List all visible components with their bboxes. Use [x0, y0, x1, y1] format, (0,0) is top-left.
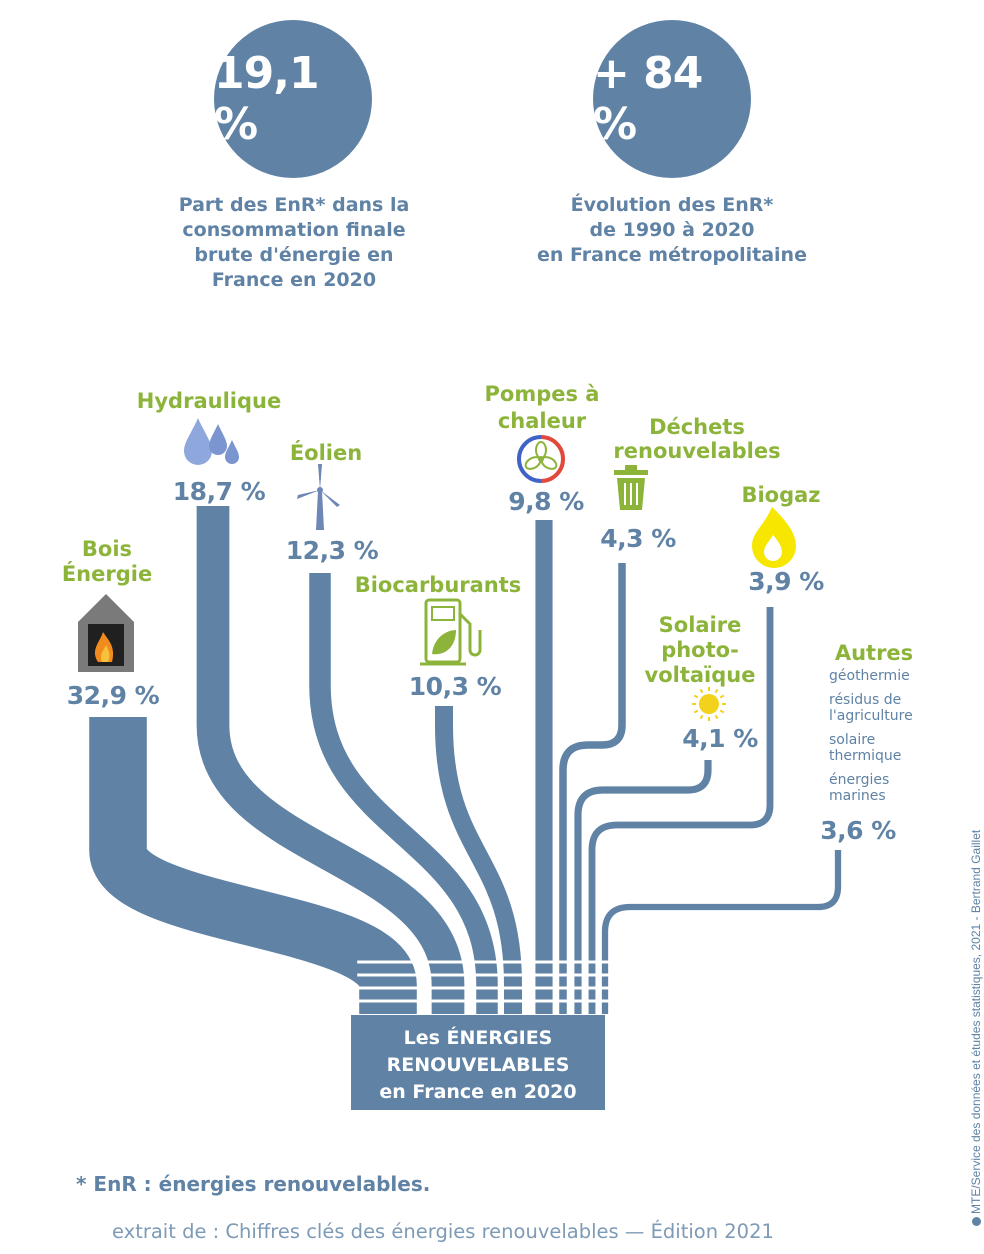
credit-bullet [972, 1217, 981, 1226]
water-drops-icon [184, 418, 239, 465]
stat-caption-line: consommation finale [182, 219, 406, 241]
value-label: 4,3 % [600, 524, 676, 553]
heat-pump-icon [517, 435, 565, 483]
other-detail: résidus de [829, 692, 901, 708]
stat-circle-share: 19,1 % [214, 20, 372, 178]
flow-1 [89, 717, 417, 1014]
stat-circle-evolution: + 84 % [593, 20, 751, 178]
footnote: * EnR : énergies renouvelables. [76, 1172, 431, 1196]
target-label: RENOUVELABLES [387, 1054, 570, 1076]
target-box [351, 1015, 605, 1110]
value-label: 4,1 % [682, 724, 758, 753]
flow-7 [574, 760, 712, 1014]
source-label: voltaïque [645, 663, 756, 687]
source-prefix: extrait de : [112, 1220, 226, 1243]
source-label: Éolien [290, 440, 362, 465]
flow-4 [434, 706, 523, 1014]
flow-3 [309, 573, 498, 1014]
other-detail: marines [829, 788, 886, 804]
flow-6 [559, 563, 626, 1014]
source-label: chaleur [498, 409, 587, 433]
value-label: 10,3 % [409, 672, 502, 701]
source-label: photo- [661, 638, 739, 662]
source-label: Pompes à [485, 382, 600, 406]
credit: MTE/Service des données et études statis… [969, 830, 983, 1226]
source-label: Énergie [62, 561, 152, 586]
value-label: 3,6 % [820, 816, 896, 845]
flow-2 [196, 506, 465, 1014]
value-label: 9,8 % [508, 487, 584, 516]
source-label: Déchets [649, 415, 745, 439]
other-detail: énergies [829, 772, 889, 788]
source-label: Biogaz [741, 483, 820, 507]
value-label: 3,9 % [748, 567, 824, 596]
stat-caption-evolution: Évolution des EnR* de 1990 à 2020 en Fra… [522, 193, 822, 268]
fuel-pump-icon [420, 598, 482, 666]
other-detail: géothermie [829, 668, 910, 684]
stat-value-share: 19,1 % [214, 48, 320, 150]
other-detail: solaire [829, 732, 875, 748]
stat-caption-line: brute d'énergie en [194, 244, 394, 266]
sun-icon [692, 687, 726, 721]
source-line: extrait de : Chiffres clés des énergies … [112, 1220, 774, 1243]
flow-8 [588, 607, 774, 1014]
other-detail: l'agriculture [829, 708, 913, 724]
stat-caption-line: en France métropolitaine [537, 244, 807, 266]
trash-bin-icon [614, 465, 648, 510]
source-label: Hydraulique [137, 389, 281, 413]
target-label: Les ÉNERGIES [404, 1026, 553, 1049]
flow-9 [601, 850, 842, 1014]
fireplace-icon [78, 594, 134, 672]
source-label: Bois [82, 537, 132, 561]
wind-turbine-icon [297, 464, 340, 530]
stat-caption-line: de 1990 à 2020 [589, 219, 755, 241]
flame-icon [752, 507, 796, 568]
credit-text: MTE/Service des données et études statis… [969, 829, 983, 1214]
stat-caption-line: Part des EnR* dans la [178, 194, 410, 216]
value-label: 18,7 % [173, 477, 266, 506]
source-label: Autres [835, 641, 913, 665]
source-label: renouvelables [613, 439, 780, 463]
target-label: en France en 2020 [379, 1081, 576, 1103]
other-detail: thermique [829, 748, 901, 764]
stat-caption-line: Évolution des EnR* [570, 194, 774, 216]
value-label: 12,3 % [286, 536, 379, 565]
stat-caption-line: France en 2020 [211, 269, 377, 291]
source-title[interactable]: Chiffres clés des énergies renouvelables… [225, 1220, 774, 1243]
stat-value-evolution: + 84 % [593, 48, 703, 150]
source-label: Biocarburants [355, 573, 522, 597]
source-label: Solaire [659, 613, 742, 637]
value-label: 32,9 % [67, 681, 160, 710]
stat-caption-share: Part des EnR* dans la consommation final… [144, 193, 444, 293]
